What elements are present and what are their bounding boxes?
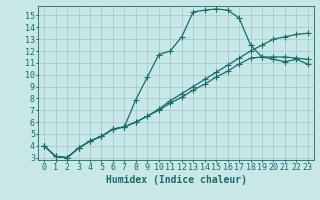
X-axis label: Humidex (Indice chaleur): Humidex (Indice chaleur)	[106, 175, 246, 185]
